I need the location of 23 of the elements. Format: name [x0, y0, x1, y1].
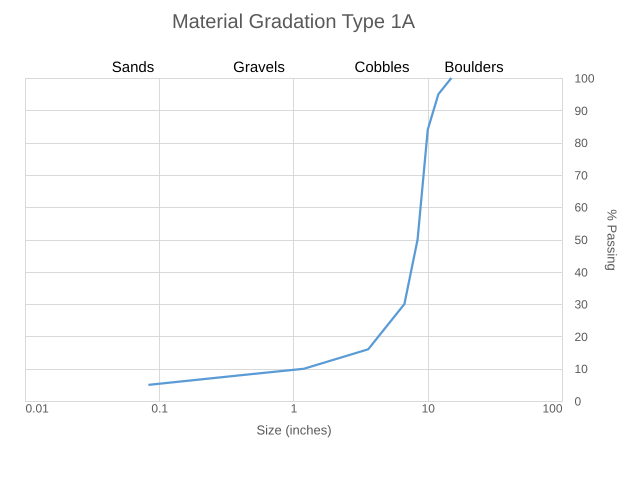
y2-tick-label: 100 — [574, 72, 595, 86]
y2-tick-label: 40 — [574, 265, 588, 280]
text: Sands — [112, 59, 154, 76]
y2-tick-label: 30 — [574, 298, 588, 312]
y2-tick-label: 70 — [574, 168, 588, 182]
y2-tick-label: 0 — [574, 394, 582, 408]
y2-axis-title: % Passing — [604, 209, 620, 271]
y2-tick-label: 20 — [574, 330, 588, 344]
text: Gravels — [233, 59, 285, 76]
x-axis-title: Size (inches) — [256, 422, 332, 438]
y2-tick-label: 60 — [574, 200, 588, 215]
y2-tick-label: 50 — [574, 233, 588, 247]
y2-tick-label: 90 — [574, 104, 588, 118]
x-tick-label: 10 — [422, 402, 436, 416]
chart-title: Material Gradation Type 1A — [172, 11, 416, 33]
x-tick-label: 0.01 — [26, 402, 50, 416]
y2-tick-label: 10 — [574, 362, 588, 376]
x-tick-label: 100 — [542, 402, 563, 416]
y2-tick-label: 80 — [574, 136, 588, 150]
x-tick-label: 1 — [290, 402, 298, 416]
text: Cobbles — [354, 59, 410, 76]
x-tick-label: 0.1 — [151, 402, 168, 416]
text: Boulders — [444, 59, 504, 76]
